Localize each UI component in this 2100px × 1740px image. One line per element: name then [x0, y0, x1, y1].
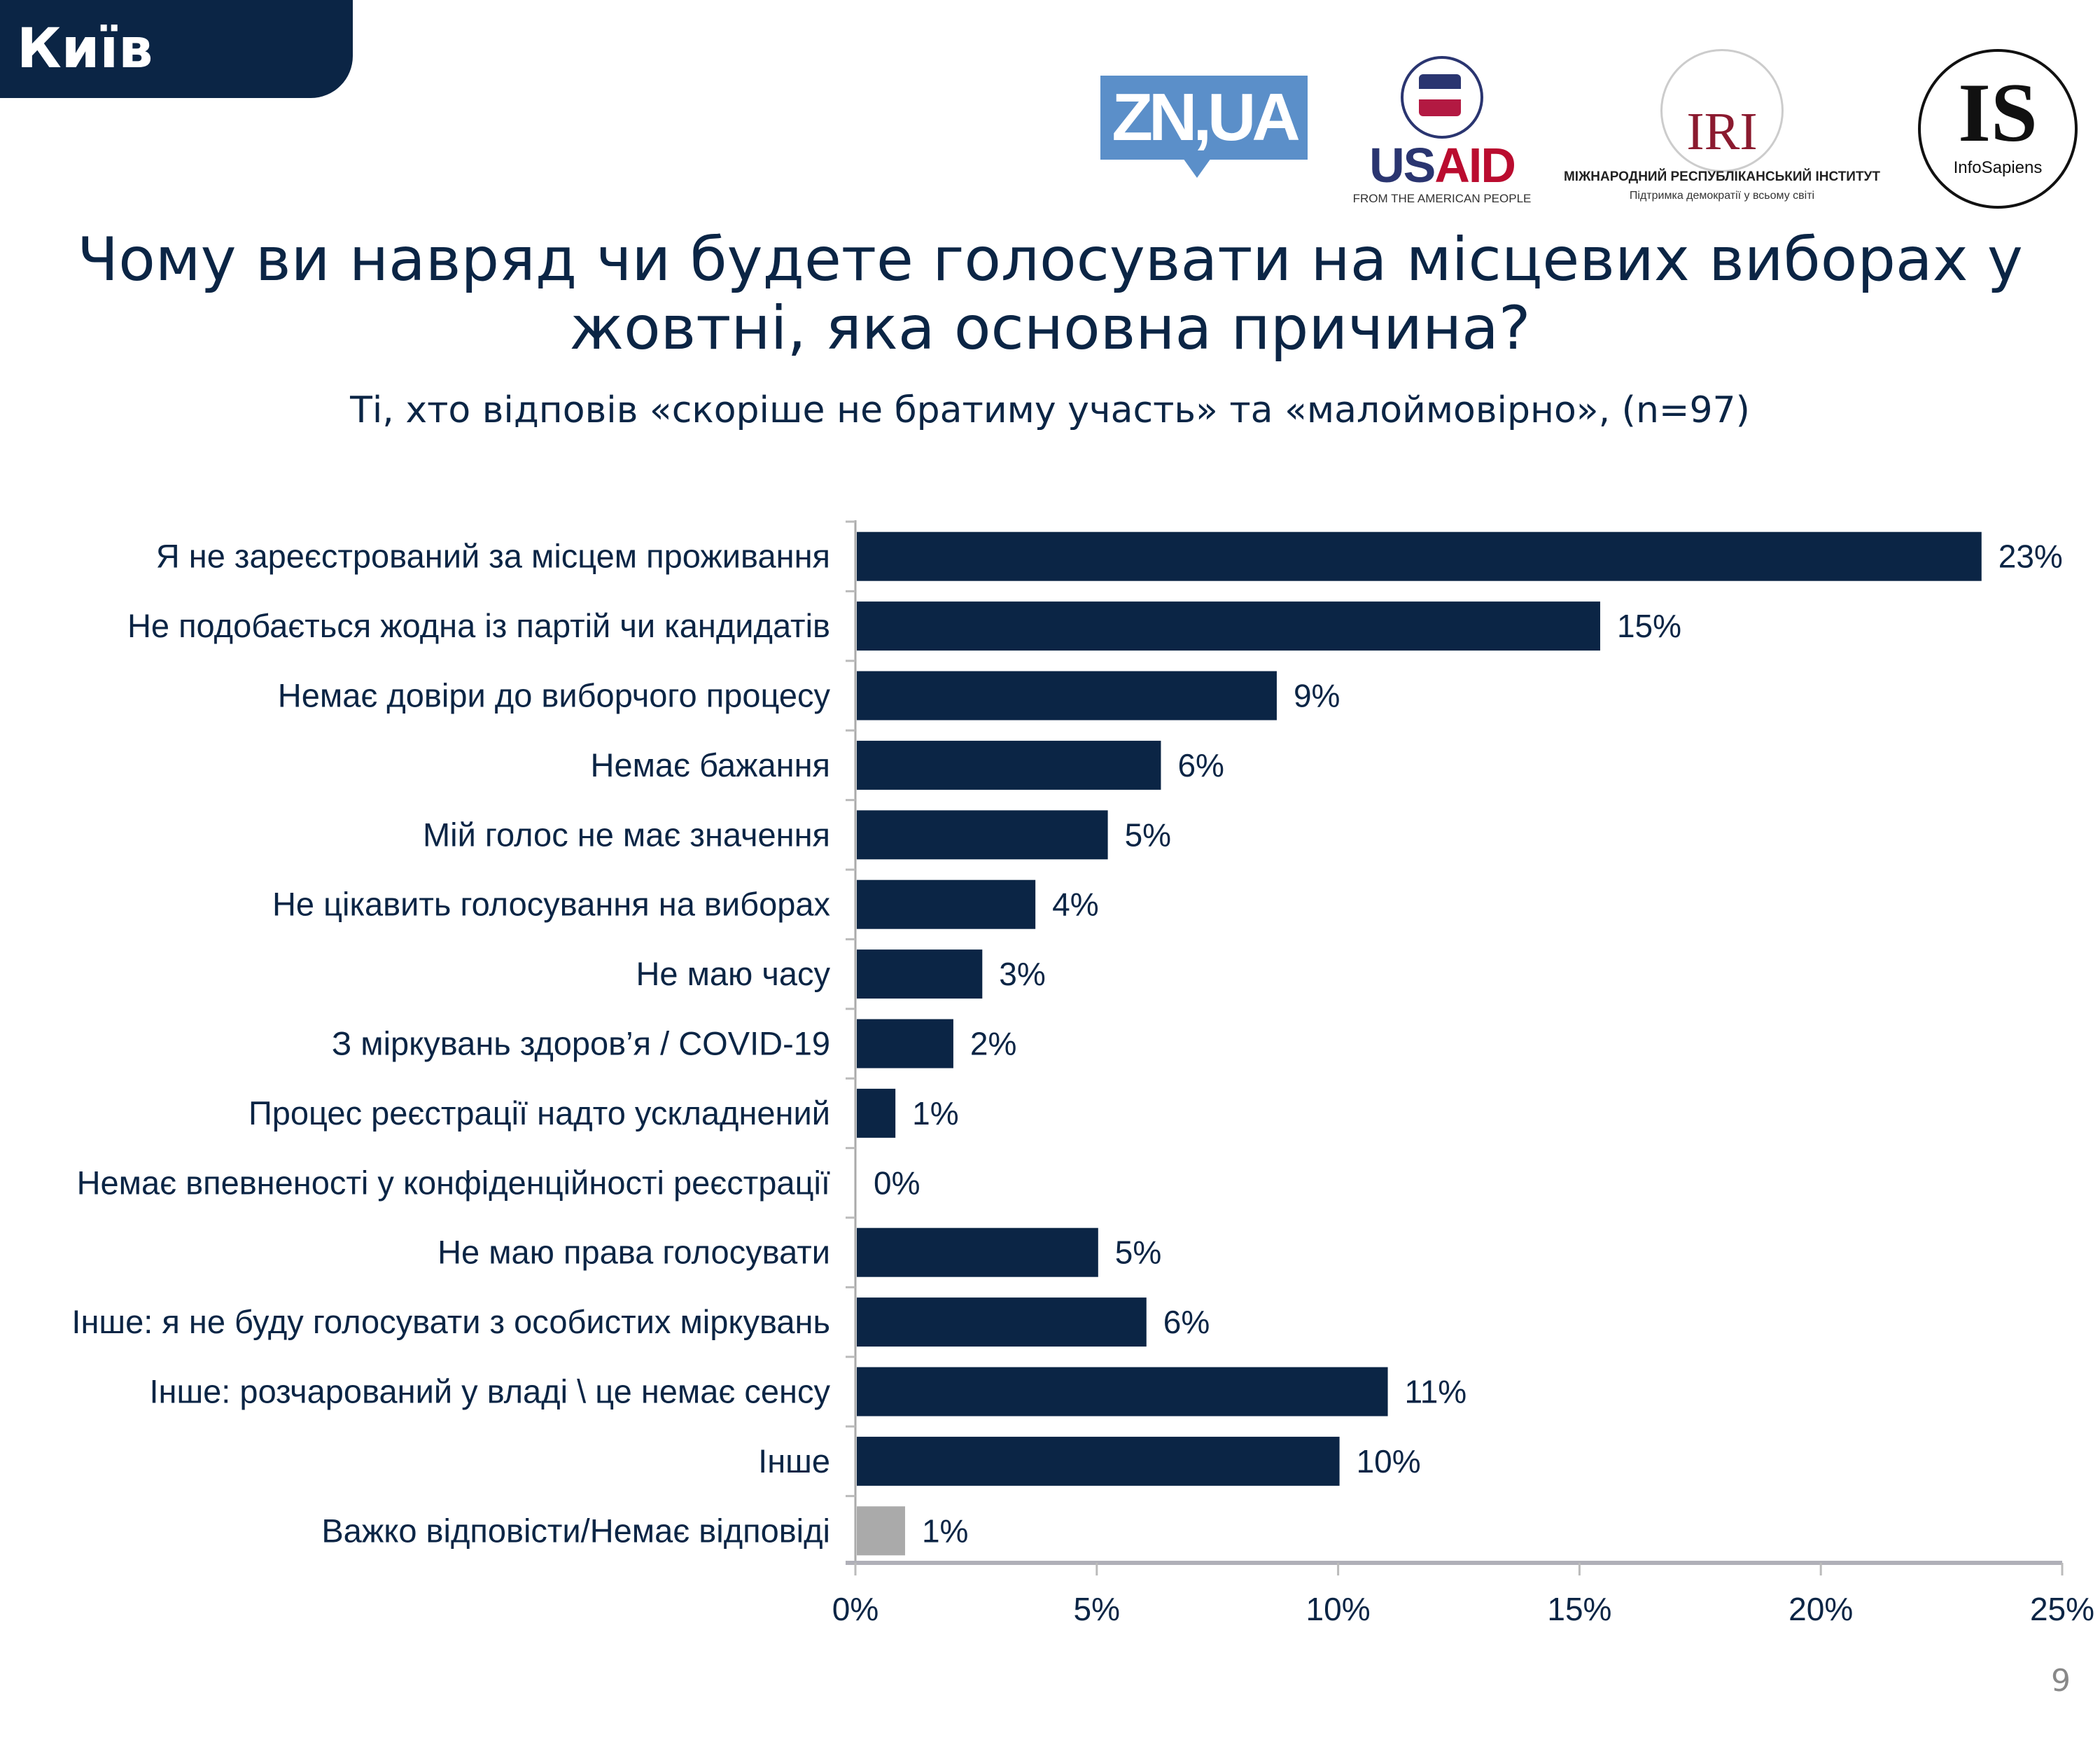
- zn-ua-logo: ZN,UA: [1100, 76, 1308, 178]
- data-label: 3%: [999, 956, 1045, 992]
- data-label: 4%: [1052, 886, 1098, 923]
- region-badge: Київ: [0, 0, 353, 98]
- data-label: 1%: [912, 1095, 958, 1132]
- data-label: 2%: [970, 1026, 1016, 1062]
- category-label: Не маю часу: [636, 955, 830, 992]
- iri-logo: IRI МІЖНАРОДНИЙ РЕСПУБЛІКАНСЬКИЙ ІНСТИТУ…: [1547, 49, 1897, 210]
- is-mark: IS: [1958, 66, 2038, 159]
- page-number: 9: [2051, 1663, 2071, 1699]
- bar: [857, 601, 1600, 651]
- is-name: InfoSapiens: [1953, 158, 2043, 177]
- data-label: 11%: [1405, 1374, 1467, 1410]
- chart-subtitle: Ті, хто відповів «скоріше не братиму уча…: [350, 389, 1750, 431]
- usaid-logo: USAID FROM THE AMERICAN PEOPLE: [1344, 56, 1540, 205]
- bar: [857, 949, 983, 999]
- infosapiens-logo: IS InfoSapiens: [1918, 49, 2078, 209]
- bar: [857, 879, 1036, 929]
- data-label: 6%: [1163, 1304, 1210, 1340]
- category-label: Не маю права голосувати: [438, 1234, 830, 1271]
- category-label: Немає впевненості у конфіденційності реє…: [77, 1164, 830, 1201]
- x-tick-label: 5%: [1074, 1591, 1120, 1627]
- data-label: 0%: [874, 1164, 920, 1201]
- bar: [857, 810, 1108, 860]
- region-label: Київ: [17, 18, 153, 81]
- usaid-aid: AID: [1434, 138, 1516, 193]
- usaid-tagline: FROM THE AMERICAN PEOPLE: [1352, 192, 1532, 205]
- category-label: Важко відповісти/Немає відповіді: [321, 1512, 830, 1549]
- chart-title: Чому ви навряд чи будете голосувати на м…: [77, 225, 2023, 363]
- bar: [857, 671, 1277, 721]
- data-label: 5%: [1115, 1234, 1161, 1271]
- data-label: 23%: [1998, 538, 2063, 575]
- bar: [857, 1019, 953, 1069]
- bar: [857, 1367, 1388, 1417]
- bar: [857, 1297, 1147, 1347]
- x-tick-label: 0%: [832, 1591, 878, 1627]
- usaid-seal-icon: [1401, 56, 1483, 139]
- bar: [857, 1506, 905, 1556]
- bar: [857, 1436, 1340, 1486]
- category-label: Мій голос не має значення: [423, 816, 830, 853]
- data-label: 1%: [922, 1512, 968, 1549]
- data-label: 10%: [1357, 1443, 1421, 1480]
- bar: [857, 740, 1161, 790]
- bar: [857, 1088, 896, 1138]
- category-label: Немає бажання: [591, 746, 831, 784]
- x-tick-label: 20%: [1788, 1591, 1853, 1627]
- usaid-us: US: [1369, 138, 1436, 193]
- bar: [857, 1227, 1098, 1277]
- x-tick-label: 15%: [1547, 1591, 1611, 1627]
- bar: [857, 531, 1982, 581]
- data-label: 5%: [1125, 816, 1171, 853]
- category-label: Не подобається жодна із партій чи кандид…: [127, 607, 830, 644]
- category-label: Інше: розчарований у владі \ це немає се…: [149, 1373, 830, 1410]
- category-label: Немає довіри до виборчого процесу: [278, 677, 831, 714]
- category-label: Не цікавить голосування на виборах: [272, 886, 830, 923]
- category-label: З міркувань здоров’я / COVID-19: [332, 1025, 830, 1062]
- data-label: 6%: [1177, 747, 1224, 784]
- logos: ZN,UA USAID FROM THE AMERICAN PEOPLE IRI…: [1092, 49, 2086, 210]
- iri-tagline: Підтримка демократії у всьому світі: [1629, 190, 1815, 202]
- iri-name: МІЖНАРОДНИЙ РЕСПУБЛІКАНСЬКИЙ ІНСТИТУТ: [1563, 169, 1880, 184]
- category-label: Інше: [758, 1442, 830, 1480]
- data-label: 9%: [1294, 678, 1340, 714]
- globe-icon: [1660, 49, 1784, 172]
- data-label: 15%: [1617, 608, 1681, 644]
- category-label: Інше: я не буду голосувати з особистих м…: [71, 1303, 830, 1340]
- x-tick-label: 10%: [1306, 1591, 1371, 1627]
- category-label: Процес реєстрації надто ускладнений: [248, 1094, 830, 1132]
- category-label: Я не зареєстрований за місцем проживання: [156, 538, 830, 575]
- iri-mark: IRI: [1686, 102, 1758, 161]
- x-tick-label: 25%: [2030, 1591, 2094, 1627]
